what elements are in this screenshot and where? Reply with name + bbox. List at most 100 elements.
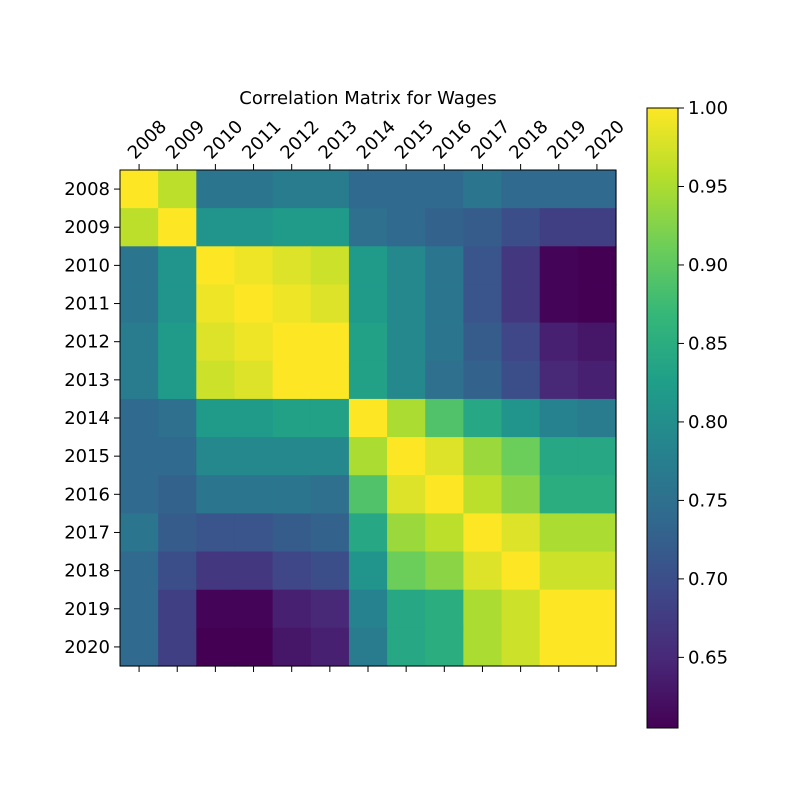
heatmap-cell — [577, 360, 617, 400]
heatmap-cell — [539, 437, 579, 476]
heatmap-cell — [196, 170, 236, 209]
heatmap-cell — [272, 551, 312, 591]
heatmap-cell — [196, 284, 236, 324]
heatmap-cell — [120, 170, 159, 209]
heatmap-cell — [310, 398, 350, 438]
heatmap-cell — [501, 627, 541, 667]
heatmap-cell — [234, 246, 274, 286]
heatmap-cell — [387, 475, 426, 514]
colorbar-tick-label: 1.00 — [688, 98, 728, 119]
colorbar-tick-label: 0.65 — [688, 647, 728, 668]
heatmap-cell — [272, 284, 312, 324]
colorbar-tick-label: 0.80 — [688, 412, 728, 433]
y-tick-label: 2008 — [64, 179, 110, 200]
x-tick-label: 2010 — [200, 116, 247, 163]
heatmap-cell — [463, 398, 503, 438]
heatmap-cell — [310, 208, 350, 247]
heatmap-cell — [158, 322, 197, 362]
heatmap-cell — [577, 513, 617, 553]
heatmap-cell — [387, 627, 426, 667]
heatmap-cell — [196, 475, 236, 514]
y-tick-label: 2016 — [64, 484, 110, 505]
heatmap-cells — [120, 170, 617, 667]
x-tick-label: 2015 — [391, 116, 438, 163]
y-tick-label: 2020 — [64, 637, 110, 658]
heatmap-cell — [425, 284, 464, 324]
y-tick-label: 2010 — [64, 255, 110, 276]
heatmap-cell — [425, 246, 464, 286]
heatmap-cell — [158, 627, 197, 667]
heatmap-cell — [234, 627, 274, 667]
y-tick-label: 2011 — [64, 294, 110, 315]
heatmap-cell — [539, 398, 579, 438]
heatmap-cell — [158, 475, 197, 514]
heatmap-cell — [501, 360, 541, 400]
y-tick-label: 2014 — [64, 408, 110, 429]
heatmap-cell — [196, 589, 236, 629]
y-tick-label: 2009 — [64, 217, 110, 238]
heatmap-cell — [234, 551, 274, 591]
heatmap-cell — [234, 398, 274, 438]
heatmap-cell — [120, 589, 159, 629]
heatmap-cell — [501, 208, 541, 247]
heatmap-cell — [120, 284, 159, 324]
heatmap-cell — [272, 589, 312, 629]
heatmap-cell — [120, 513, 159, 553]
heatmap-cell — [120, 627, 159, 667]
heatmap-cell — [501, 589, 541, 629]
heatmap-cell — [425, 208, 464, 247]
heatmap-cell — [234, 360, 274, 400]
heatmap-cell — [272, 475, 312, 514]
heatmap-cell — [158, 589, 197, 629]
heatmap-cell — [501, 513, 541, 553]
heatmap-cell — [577, 284, 617, 324]
heatmap-cell — [387, 246, 426, 286]
heatmap-cell — [196, 513, 236, 553]
heatmap-cell — [539, 208, 579, 247]
heatmap-cell — [196, 246, 236, 286]
heatmap-cell — [234, 170, 274, 209]
heatmap-cell — [539, 246, 579, 286]
heatmap-cell — [272, 360, 312, 400]
heatmap-cell — [348, 551, 388, 591]
heatmap-cell — [463, 627, 503, 667]
heatmap-cell — [120, 551, 159, 591]
heatmap-cell — [234, 208, 274, 247]
heatmap-cell — [501, 437, 541, 476]
heatmap-cell — [463, 360, 503, 400]
heatmap-cell — [539, 475, 579, 514]
heatmap-cell — [158, 437, 197, 476]
heatmap-cell — [196, 322, 236, 362]
heatmap-cell — [348, 513, 388, 553]
heatmap-cell — [310, 627, 350, 667]
x-tick-label: 2013 — [315, 116, 362, 163]
heatmap-cell — [463, 589, 503, 629]
heatmap-cell — [463, 246, 503, 286]
colorbar-tick-label: 0.70 — [688, 569, 728, 590]
colorbar-tick-label: 0.90 — [688, 255, 728, 276]
heatmap-cell — [272, 322, 312, 362]
y-tick-label: 2017 — [64, 522, 110, 543]
heatmap-cell — [577, 437, 617, 476]
colorbar-tick-label: 0.75 — [688, 490, 728, 511]
chart-title: Correlation Matrix for Wages — [239, 88, 496, 109]
heatmap-cell — [539, 360, 579, 400]
heatmap-cell — [539, 284, 579, 324]
heatmap-cell — [158, 284, 197, 324]
heatmap-cell — [196, 208, 236, 247]
heatmap-cell — [425, 513, 464, 553]
heatmap-cell — [348, 627, 388, 667]
x-tick-label: 2020 — [582, 116, 629, 163]
heatmap-cell — [348, 322, 388, 362]
heatmap-cell — [272, 170, 312, 209]
heatmap-cell — [234, 475, 274, 514]
heatmap-cell — [120, 246, 159, 286]
heatmap-cell — [310, 170, 350, 209]
heatmap-cell — [348, 398, 388, 438]
heatmap-cell — [387, 513, 426, 553]
colorbar-tick-label: 0.95 — [688, 176, 728, 197]
heatmap-cell — [158, 246, 197, 286]
heatmap-cell — [463, 475, 503, 514]
heatmap-cell — [387, 284, 426, 324]
